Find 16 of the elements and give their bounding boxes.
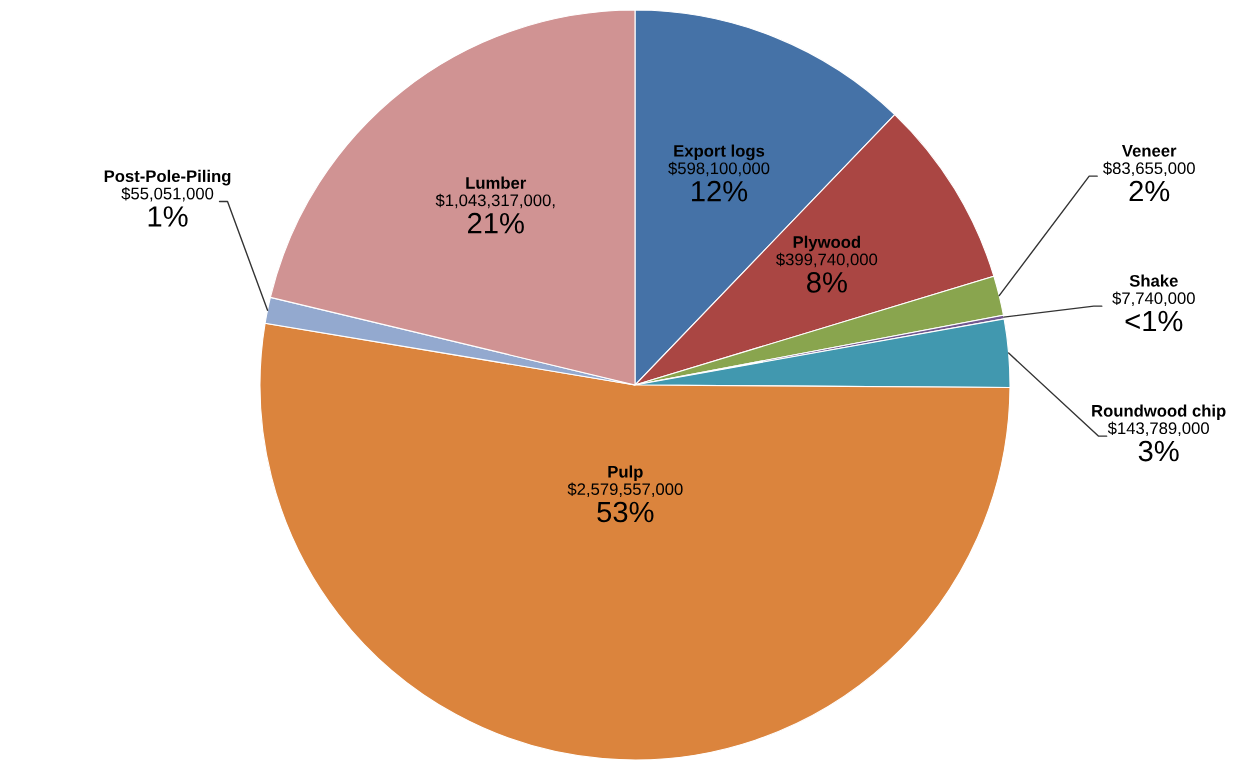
data-label: $55,051,000 1% <box>121 186 214 227</box>
data-label: $7,740,000 <1% <box>1112 291 1195 332</box>
slice-label: Shake <box>1129 274 1178 287</box>
slice-label: Plywood <box>793 235 860 252</box>
data-label: $1,043,317,000, 21% <box>435 193 555 234</box>
data-label: $143,789,000 3% <box>1107 421 1209 462</box>
slice-label: Export logs <box>674 144 765 161</box>
data-label: $83,655,000 2% <box>1103 161 1195 202</box>
slice-label: Lumber <box>466 176 527 189</box>
data-label: $598,100,000 12% <box>668 161 770 202</box>
data-label: $399,740,000 8% <box>776 252 878 293</box>
slice-label: Pulp <box>608 465 643 481</box>
slice-label: Post-Pole-Piling <box>104 169 231 186</box>
data-label: $2,579,557,000 53% <box>567 482 683 523</box>
slice-label: Veneer <box>1121 145 1177 157</box>
slice-label: Roundwood chip <box>1092 404 1226 420</box>
